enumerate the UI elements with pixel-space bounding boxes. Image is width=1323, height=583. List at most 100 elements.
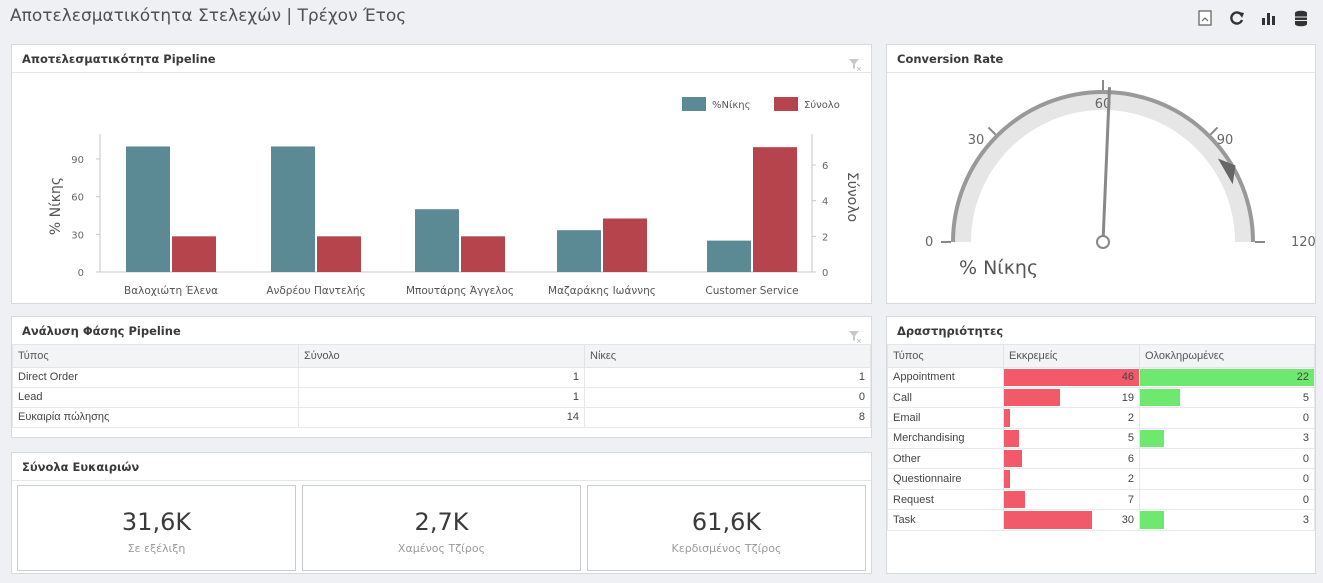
gauge-tick-label: 120 (1291, 235, 1315, 250)
type-cell: Ευκαιρία πώλησης (12, 406, 299, 428)
pending-bar (1004, 409, 1010, 427)
x-tick-label: Customer Service (705, 285, 798, 297)
gauge-target-marker (1217, 158, 1236, 185)
pending-value: 46 (1121, 371, 1134, 384)
completed-cell: 5 (1139, 386, 1315, 409)
gauge-tick-label: 30 (968, 133, 985, 148)
bar-win-rate (707, 240, 751, 272)
pending-value: 6 (1127, 452, 1134, 465)
column-header[interactable]: Νίκες (584, 345, 871, 368)
table-row[interactable]: Direct Order 1 1 (12, 366, 871, 388)
kpi-value: 2,7K (414, 508, 469, 536)
gauge-band (953, 92, 1253, 242)
completed-cell: 3 (1139, 427, 1315, 450)
table-row[interactable]: Appointment 46 22 (887, 366, 1315, 388)
refresh-icon[interactable] (1227, 8, 1247, 28)
completed-value: 22 (1296, 371, 1309, 384)
table-row[interactable]: Questionnaire 2 0 (887, 468, 1315, 490)
x-tick-label: Βαλοχιώτη Έλενα (124, 285, 218, 297)
x-tick-label: Μπουτάρης Άγγελος (406, 285, 514, 297)
activity-type-cell: Email (887, 407, 1004, 429)
gauge-tick-label: 0 (925, 235, 933, 250)
gauge-scale-arc (951, 90, 1255, 243)
y2-tick-label: 4 (822, 197, 828, 208)
opportunity-totals-title: Σύνολα Ευκαιριών (12, 453, 871, 481)
pending-bar (1004, 368, 1139, 386)
totals-title-text: Σύνολα Ευκαιριών (22, 460, 140, 474)
column-header[interactable]: Ολοκληρωμένες (1139, 345, 1315, 368)
activities-table: Τύπος Εκκρεμείς Ολοκληρωμένες Appointmen… (887, 345, 1315, 531)
chart-icon[interactable] (1259, 8, 1279, 28)
column-header[interactable]: Εκκρεμείς (1003, 345, 1140, 368)
kpi-label: Χαμένος Τζίρος (397, 542, 486, 555)
completed-cell: 0 (1139, 468, 1315, 490)
y2-axis-title: Σύνολο (844, 172, 860, 222)
completed-cell: 0 (1139, 407, 1315, 429)
wins-cell: 1 (584, 366, 871, 388)
table-row[interactable]: Other 6 0 (887, 448, 1315, 470)
pending-value: 30 (1121, 513, 1134, 526)
legend-swatch-total (774, 97, 798, 111)
y-tick-label: 60 (71, 193, 84, 204)
activities-title-text: Δραστηριότητες (897, 324, 1004, 338)
table-row[interactable]: Task 30 3 (887, 509, 1315, 531)
activity-type-cell: Merchandising (887, 427, 1004, 450)
y-tick-label: 30 (71, 230, 84, 241)
column-header[interactable]: Τύπος (887, 345, 1004, 368)
table-row[interactable]: Request 7 0 (887, 488, 1315, 511)
activities-title: Δραστηριότητες (887, 317, 1315, 345)
pipeline-panel: Αποτελεσματικότητα Pipeline 0 30 60 90 0 2 4 6%… (11, 44, 872, 304)
completed-bar (1140, 368, 1314, 386)
x-tick-label: Ανδρέου Παντελής (266, 285, 365, 297)
activity-type-cell: Request (887, 488, 1004, 511)
phase-analysis-panel: Ανάλυση Φάσης Pipeline Τύπος Σύνολο Νίκε… (11, 316, 872, 438)
bar-total (753, 147, 797, 272)
kpi-card-in-progress[interactable]: 31,6K Σε εξέλιξη (17, 485, 296, 571)
table-row[interactable]: Merchandising 5 3 (887, 427, 1315, 450)
pending-bar (1004, 450, 1022, 468)
bar-win-rate (271, 146, 315, 272)
phase-table-header: Τύπος Σύνολο Νίκες (12, 345, 871, 368)
completed-cell: 22 (1139, 366, 1315, 388)
table-row[interactable]: Ευκαιρία πώλησης 14 8 (12, 406, 871, 428)
y2-tick-label: 2 (822, 232, 828, 243)
column-header[interactable]: Σύνολο (298, 345, 585, 368)
y-tick-label: 0 (78, 268, 84, 279)
wins-cell: 0 (584, 386, 871, 408)
pending-bar (1004, 511, 1093, 529)
pending-value: 5 (1127, 432, 1134, 445)
activity-type-cell: Call (887, 386, 1004, 409)
pending-cell: 19 (1003, 386, 1140, 409)
bar-win-rate (557, 230, 601, 272)
database-icon[interactable] (1291, 8, 1311, 28)
gauge-needle (1101, 87, 1111, 243)
export-icon[interactable] (1195, 8, 1215, 28)
clear-filter-icon[interactable] (849, 53, 862, 72)
activity-type-cell: Other (887, 448, 1004, 470)
completed-value: 0 (1302, 493, 1309, 506)
bar-total (317, 236, 361, 272)
table-row[interactable]: Email 2 0 (887, 407, 1315, 429)
table-row[interactable]: Call 19 5 (887, 386, 1315, 409)
phase-title-text: Ανάλυση Φάσης Pipeline (22, 324, 181, 338)
wins-cell: 8 (584, 406, 871, 428)
kpi-card-lost-revenue[interactable]: 2,7K Χαμένος Τζίρος (302, 485, 581, 571)
completed-value: 0 (1302, 452, 1309, 465)
pending-bar (1004, 429, 1019, 448)
bar-total (461, 236, 505, 272)
activity-type-cell: Task (887, 509, 1004, 531)
kpi-value: 61,6K (691, 508, 762, 536)
total-cell: 14 (298, 406, 585, 428)
gauge-needle-hub (1096, 235, 1110, 249)
completed-cell: 0 (1139, 488, 1315, 511)
column-header[interactable]: Τύπος (12, 345, 299, 368)
clear-filter-icon[interactable] (849, 325, 862, 344)
pending-cell: 2 (1003, 407, 1140, 429)
toolbar (1195, 8, 1311, 28)
x-tick-label: Μαζαράκης Ιωάννης (548, 285, 656, 297)
table-row[interactable]: Lead 1 0 (12, 386, 871, 408)
kpi-card-won-revenue[interactable]: 61,6K Κερδισμένος Τζίρος (587, 485, 866, 571)
kpi-row: 31,6K Σε εξέλιξη 2,7K Χαμένος Τζίρος 61,… (17, 485, 866, 571)
bar-win-rate (126, 146, 170, 272)
